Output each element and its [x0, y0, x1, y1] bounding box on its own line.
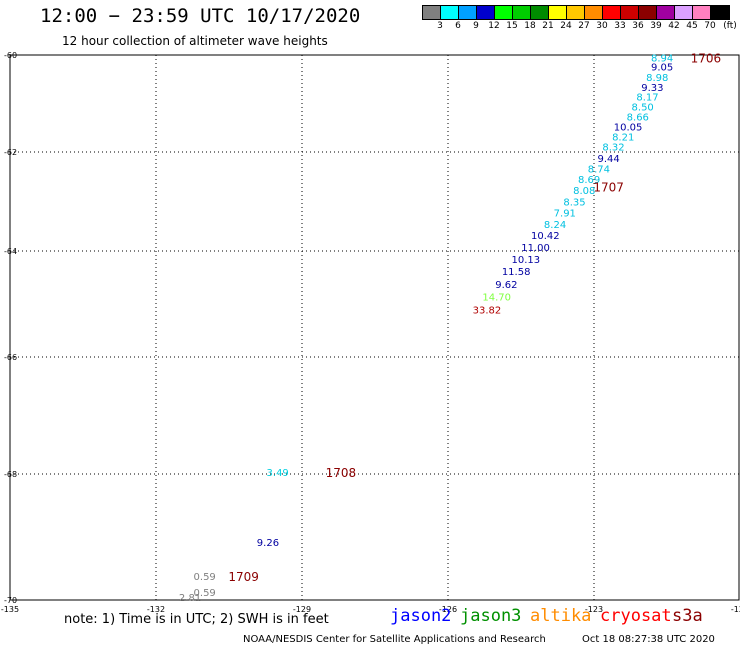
wave-height-value: 14.70 — [482, 293, 511, 304]
color-swatch — [693, 6, 711, 19]
color-scale-label: 42 — [668, 21, 680, 31]
color-swatch — [531, 6, 549, 19]
wave-height-value: 10.42 — [531, 231, 560, 242]
wave-height-value: 3.49 — [267, 468, 289, 479]
color-swatch — [585, 6, 603, 19]
wave-height-value: 33.82 — [473, 305, 502, 316]
track-time-label: 1708 — [326, 466, 357, 480]
lon-label: -123 — [585, 605, 603, 614]
wave-height-value: 8.74 — [588, 164, 610, 175]
color-scale-swatches — [422, 5, 730, 20]
color-scale-label: 3 — [437, 21, 443, 31]
wave-height-value: 8.69 — [578, 175, 600, 186]
lon-label: -135 — [1, 605, 19, 614]
wave-height-value: 7.91 — [554, 208, 576, 219]
lon-label: -120 — [731, 605, 740, 614]
wave-height-value: 11.58 — [502, 267, 531, 278]
color-swatch — [549, 6, 567, 19]
timestamp-text: Oct 18 08:27:38 UTC 2020 — [582, 634, 715, 645]
color-scale-label: 33 — [614, 21, 626, 31]
wave-height-value: 8.24 — [544, 220, 566, 231]
lat-label: -64 — [4, 247, 17, 256]
wave-height-value: 0.59 — [194, 588, 216, 599]
color-swatch — [675, 6, 693, 19]
lon-label: -129 — [293, 605, 311, 614]
wave-height-value: 8.32 — [602, 143, 624, 154]
legend-item-jason3: jason3 — [460, 606, 522, 626]
map-title: 12:00 − 23:59 UTC 10/17/2020 — [40, 5, 361, 27]
lat-label: -70 — [4, 596, 17, 605]
color-swatch — [621, 6, 639, 19]
color-swatch — [513, 6, 531, 19]
color-scale-label: 6 — [455, 21, 461, 31]
color-scale: 3 6 9 12 15 18 21 24 27 30 33 36 39 42 45 70 (ft) — [422, 5, 737, 32]
credit-text: NOAA/NESDIS Center for Satellite Applica… — [243, 634, 546, 645]
legend-item-cryosat: cryosat — [600, 606, 672, 626]
wave-height-value: 9.26 — [257, 538, 279, 549]
wave-height-value: 8.50 — [632, 102, 654, 113]
wave-height-value: 8.66 — [627, 113, 649, 124]
wave-height-value: 8.08 — [573, 186, 595, 197]
color-scale-label: 15 — [506, 21, 518, 31]
color-swatch — [711, 6, 729, 19]
lat-label: -60 — [4, 51, 17, 60]
legend-item-altika: altika — [530, 606, 592, 626]
color-scale-label: 24 — [560, 21, 572, 31]
lon-label: -132 — [147, 605, 165, 614]
wave-height-value: 8.21 — [612, 132, 634, 143]
wave-height-value: 8.35 — [563, 198, 585, 209]
lat-label: -68 — [4, 470, 17, 479]
wave-height-value: 10.05 — [614, 122, 643, 133]
track-time-label: 1706 — [691, 51, 722, 65]
track-time-label: 1709 — [228, 570, 259, 584]
color-scale-label: 21 — [542, 21, 554, 31]
wave-height-value: 0.59 — [194, 572, 216, 583]
wave-height-value: 9.05 — [651, 63, 673, 74]
wave-height-value: 10.13 — [512, 255, 541, 266]
color-swatch — [477, 6, 495, 19]
color-swatch — [459, 6, 477, 19]
color-scale-label: 27 — [578, 21, 590, 31]
color-scale-label: 45 — [686, 21, 698, 31]
wave-height-value: 8.17 — [636, 93, 658, 104]
lat-label: -62 — [4, 148, 17, 157]
color-swatch — [639, 6, 657, 19]
wave-height-value: 8.98 — [646, 73, 668, 84]
wave-height-value: 2.81 — [179, 593, 201, 604]
footer-note: note: 1) Time is in UTC; 2) SWH is in fe… — [64, 612, 329, 627]
wave-height-value: 9.62 — [495, 280, 517, 291]
color-swatch — [567, 6, 585, 19]
color-scale-label: 12 — [488, 21, 500, 31]
legend-item-jason2: jason2 — [390, 606, 452, 626]
color-scale-label: 18 — [524, 21, 536, 31]
lat-label: -66 — [4, 353, 17, 362]
map-subtitle: 12 hour collection of altimeter wave hei… — [62, 34, 328, 48]
color-scale-labels: 3 6 9 12 15 18 21 24 27 30 33 36 39 42 45 70 (ft) — [422, 20, 737, 32]
color-swatch — [423, 6, 441, 19]
color-scale-label: 9 — [473, 21, 479, 31]
color-scale-label: (ft) — [723, 21, 737, 31]
wave-height-value: 8.94 — [651, 53, 673, 64]
wave-height-value: 11.00 — [521, 243, 550, 254]
color-swatch — [657, 6, 675, 19]
color-scale-label: 70 — [704, 21, 716, 31]
color-swatch — [495, 6, 513, 19]
color-scale-label: 30 — [596, 21, 608, 31]
lon-label: -126 — [439, 605, 457, 614]
legend-item-s3a: s3a — [672, 606, 703, 626]
color-scale-label: 39 — [650, 21, 662, 31]
map-frame — [9, 54, 740, 601]
wave-height-value: 9.33 — [641, 83, 663, 94]
wave-height-value: 9.44 — [597, 154, 619, 165]
color-scale-label: 36 — [632, 21, 644, 31]
color-swatch — [603, 6, 621, 19]
track-time-label: 1707 — [593, 181, 624, 195]
color-swatch — [441, 6, 459, 19]
